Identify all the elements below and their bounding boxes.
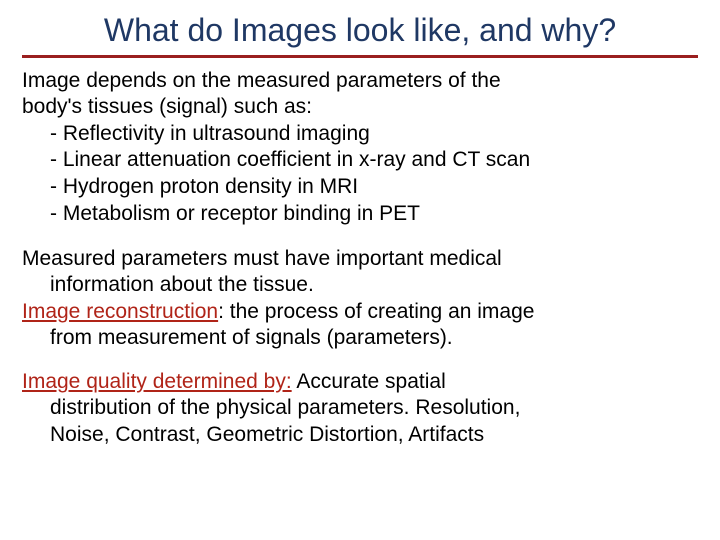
intro-line-2: body's tissues (signal) such as: xyxy=(22,94,698,120)
p2-line1: Measured parameters must have important … xyxy=(22,247,502,270)
para-2: Measured parameters must have important … xyxy=(22,246,698,299)
p4-rest1: Accurate spatial xyxy=(292,370,446,393)
term-image-quality: Image quality determined by: xyxy=(22,370,292,393)
para-4-block: Image quality determined by: Accurate sp… xyxy=(22,369,698,448)
bullet-2: - Linear attenuation coefficient in x-ra… xyxy=(22,147,698,174)
p3-rest2: from measurement of signals (parameters)… xyxy=(50,326,453,349)
bullet-4: - Metabolism or receptor binding in PET xyxy=(22,201,698,228)
slide-title: What do Images look like, and why? xyxy=(22,12,698,58)
term-image-reconstruction: Image reconstruction xyxy=(22,300,218,323)
p4-rest2: distribution of the physical parameters.… xyxy=(50,396,520,419)
p4-rest3: Noise, Contrast, Geometric Distortion, A… xyxy=(50,423,484,446)
para-4: Image quality determined by: Accurate sp… xyxy=(22,369,698,448)
para-2-3: Measured parameters must have important … xyxy=(22,246,698,351)
p3-rest1: : the process of creating an image xyxy=(218,300,534,323)
bullet-1: - Reflectivity in ultrasound imaging xyxy=(22,121,698,148)
intro-block: Image depends on the measured parameters… xyxy=(22,68,698,228)
intro-line-1: Image depends on the measured parameters… xyxy=(22,68,698,94)
p2-line2: information about the tissue. xyxy=(50,273,314,296)
bullet-3: - Hydrogen proton density in MRI xyxy=(22,174,698,201)
para-3: Image reconstruction: the process of cre… xyxy=(22,299,698,352)
